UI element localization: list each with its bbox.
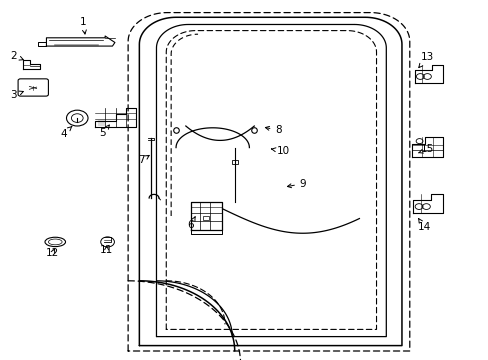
- Text: 7: 7: [138, 155, 149, 165]
- Text: 9: 9: [287, 179, 306, 189]
- Bar: [231, 160, 237, 164]
- Text: 4: 4: [60, 126, 72, 139]
- Text: 2: 2: [10, 51, 23, 61]
- Text: 15: 15: [418, 144, 434, 154]
- Bar: [203, 216, 208, 220]
- Text: 1: 1: [80, 17, 86, 34]
- Text: 14: 14: [416, 219, 430, 232]
- Text: 12: 12: [46, 248, 60, 258]
- Text: 11: 11: [100, 245, 113, 255]
- Text: 13: 13: [418, 52, 434, 68]
- Text: 6: 6: [187, 217, 195, 230]
- Text: 8: 8: [265, 125, 282, 135]
- Text: 10: 10: [271, 146, 289, 156]
- Text: 3: 3: [10, 90, 23, 100]
- Text: 5: 5: [99, 125, 109, 138]
